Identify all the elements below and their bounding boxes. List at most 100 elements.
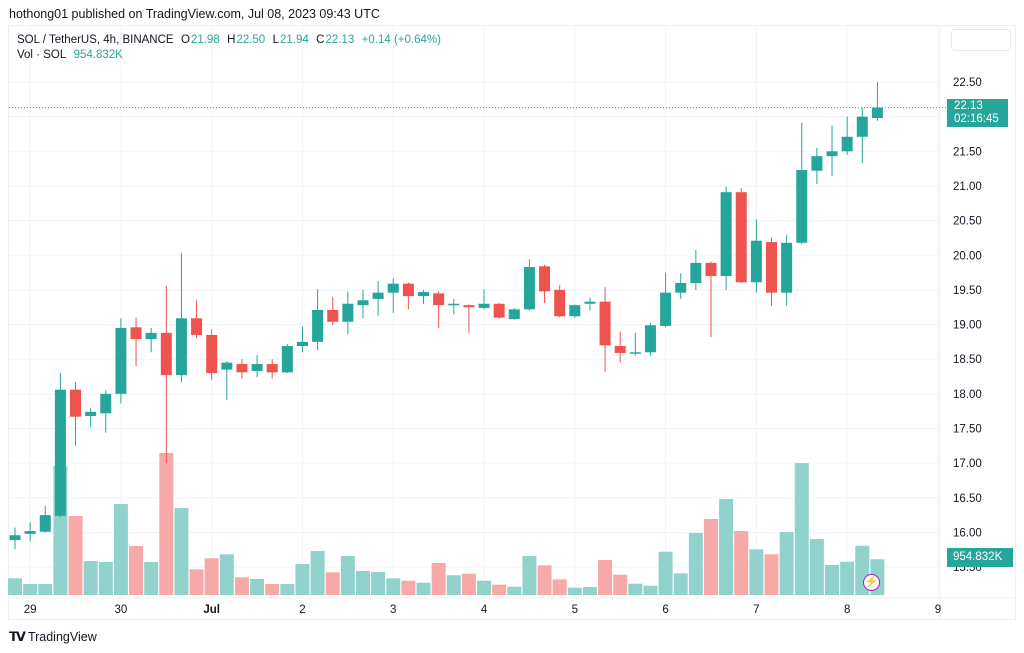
volume-bar (8, 578, 22, 595)
candle-body (372, 292, 384, 299)
candle (312, 289, 324, 351)
volume-bar (719, 499, 734, 595)
volume-bar (734, 531, 749, 595)
candle (463, 304, 475, 333)
chart-legend: SOL / TetherUS, 4h, BINANCE O21.98 H22.5… (17, 33, 442, 63)
candle-body (70, 389, 82, 417)
candle-body (539, 266, 551, 292)
volume-bar (764, 554, 779, 595)
candle-body (826, 151, 838, 157)
volume-bar (219, 554, 234, 595)
volume-bar (98, 562, 113, 595)
candle (206, 329, 218, 380)
candle-body (342, 303, 354, 322)
y-tick-label: 17.00 (953, 458, 982, 470)
candle-body (493, 303, 505, 318)
candle-body (690, 262, 702, 283)
volume-bar (83, 560, 98, 595)
volume-bar (174, 508, 189, 595)
candle (660, 272, 672, 328)
lightning-icon[interactable]: ⚡ (863, 574, 880, 591)
candle (54, 373, 66, 518)
candle-body (584, 301, 596, 304)
volume-bar (613, 574, 628, 595)
volume-bar (355, 571, 370, 595)
volume-bar (144, 562, 159, 595)
candle-body (100, 393, 112, 414)
currency-unit-box[interactable] (951, 29, 1011, 51)
volume-bar (567, 587, 582, 595)
candle (372, 280, 384, 316)
volume-bar (113, 504, 128, 595)
candle-body (448, 303, 460, 306)
candle (811, 147, 823, 184)
volume-bar (749, 549, 764, 595)
y-tick-label: 18.50 (953, 354, 982, 366)
candle-body (24, 531, 36, 534)
candle-body (660, 292, 672, 326)
candle (130, 317, 142, 367)
y-tick-label: 18.00 (953, 389, 982, 401)
y-tick-label: 16.50 (953, 493, 982, 505)
candle (599, 287, 611, 372)
candle (85, 407, 97, 428)
tradingview-brand[interactable]: 𝗧𝗩 TradingView (9, 629, 97, 645)
volume-bar (507, 586, 522, 595)
x-tick-label: 30 (115, 604, 128, 616)
volume-bar (840, 561, 855, 595)
candle (296, 326, 308, 353)
candle (478, 289, 490, 310)
candle-body (236, 364, 248, 373)
candle-body (781, 242, 793, 293)
volume-label[interactable]: Vol · SOL (17, 49, 67, 61)
candle-body (175, 318, 187, 376)
candle-body (266, 364, 278, 373)
candle (236, 359, 248, 379)
candle-body (750, 240, 762, 283)
candle-body (206, 334, 218, 374)
candle (826, 125, 838, 177)
candle (569, 304, 581, 318)
candle (735, 188, 747, 283)
candle (796, 122, 808, 245)
candle-body (327, 309, 339, 322)
y-tick-label: 21.00 (953, 181, 982, 193)
volume-bar (825, 564, 840, 595)
candle (281, 343, 293, 374)
candle (160, 285, 172, 464)
volume-bar (688, 533, 703, 595)
candle (675, 273, 687, 299)
volume-bar (522, 556, 537, 595)
candle (433, 291, 445, 329)
last-volume-tag: 954.832K (947, 548, 1013, 567)
candle (720, 186, 732, 290)
x-tick-label: Jul (203, 604, 220, 616)
candle (191, 300, 203, 339)
last-price-tag: 22.13 02:16:45 (947, 99, 1008, 127)
candle-body (871, 107, 883, 119)
candle-body (402, 283, 414, 297)
candle (614, 331, 626, 363)
volume-bar (537, 565, 552, 595)
candle-body (766, 242, 777, 293)
candle-body (841, 136, 853, 152)
candle (387, 278, 399, 313)
candle-body (145, 332, 157, 340)
candle (841, 116, 853, 155)
candle (115, 318, 127, 404)
symbol-label[interactable]: SOL / TetherUS, 4h, BINANCE (17, 34, 174, 46)
candle (766, 237, 777, 306)
y-tick-label: 19.50 (953, 285, 982, 297)
candle (221, 361, 233, 401)
volume-value: 954.832K (73, 49, 123, 61)
volume-bar (204, 558, 219, 595)
candle (508, 307, 520, 320)
x-tick-label: 8 (844, 604, 850, 616)
volume-bar (325, 572, 340, 595)
volume-bar (598, 560, 613, 595)
candle-body (9, 535, 21, 541)
candle-body (629, 352, 641, 354)
volume-bar (189, 569, 204, 595)
candle (448, 298, 460, 315)
